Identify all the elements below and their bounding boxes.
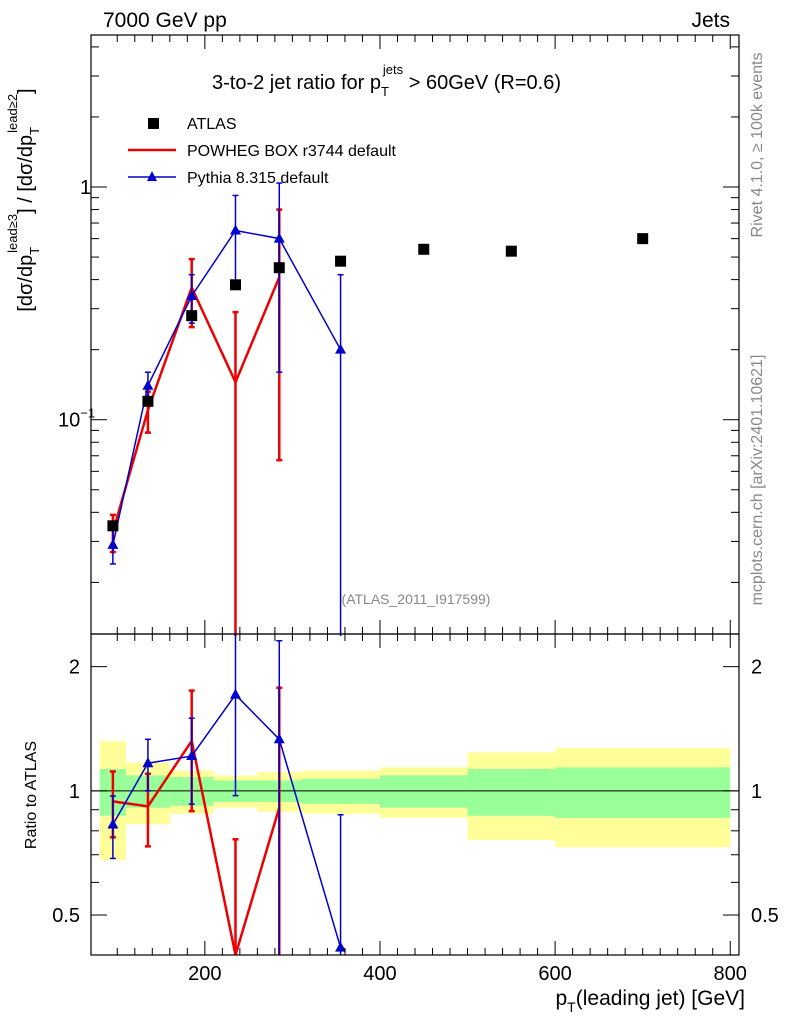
- ratio-y-tick-labels: 0.5 0.5 1 1 2 2: [52, 657, 779, 927]
- rivet-version-label: Rivet 4.1.0, ≥ 100k events: [749, 53, 766, 238]
- atlas-data-point: [229, 279, 241, 291]
- ratio-tick-label-left: 0.5: [52, 905, 80, 927]
- main-y-tick-labels: 1 10−1: [58, 177, 95, 432]
- ylabel-open: [dσ/dp: [15, 255, 37, 312]
- ratio-tick-label-left: 1: [69, 781, 80, 803]
- ratio-series-line: [112, 693, 342, 948]
- series-marker: [107, 538, 119, 549]
- ratio-stat-band: [467, 768, 556, 816]
- mcplots-credit-label: mcplots.cern.ch [arXiv:2401.10621]: [749, 355, 766, 606]
- atlas-data-point: [186, 310, 198, 322]
- legend-atlas-label: ATLAS: [187, 116, 237, 133]
- ratio-stat-band: [379, 775, 468, 808]
- y-tick-label: 1: [80, 177, 91, 199]
- atlas-data-point: [637, 233, 649, 245]
- ylabel-sub1: T: [27, 247, 42, 255]
- y-tick-label: 10−1: [58, 406, 95, 432]
- ratio-marker: [273, 733, 285, 744]
- legend-pythia-label: Pythia 8.315 default: [187, 170, 329, 187]
- xlabel-sub: T: [567, 999, 576, 1015]
- x-tick-label: 800: [714, 963, 747, 985]
- ratio-axis-ticks: [91, 634, 739, 956]
- legend: ATLAS POWHEG BOX r3744 default Pythia 8.…: [128, 116, 397, 187]
- main-plot-frame: [90, 34, 740, 635]
- chart-title-sup: jets: [382, 62, 404, 77]
- legend-atlas-marker: [148, 118, 159, 129]
- atlas-data-point: [335, 255, 347, 267]
- legend-powheg-label: POWHEG BOX r3744 default: [187, 143, 397, 160]
- ylabel-sup2: lead≥2: [5, 94, 20, 133]
- ylabel-mid: ] / [dσ/dp: [15, 135, 37, 214]
- ylabel-sup1: lead≥3: [5, 214, 20, 253]
- series-marker: [273, 232, 285, 243]
- xlabel-main: p: [555, 987, 567, 1010]
- ratio-tick-label-right: 2: [751, 657, 762, 679]
- ylabel-close: ]: [15, 88, 37, 94]
- atlas-data-point: [142, 395, 154, 407]
- ratio-marker: [335, 941, 347, 952]
- main-y-axis-label: [dσ/dpTlead≥3] / [dσ/dpTlead≥2]: [5, 88, 42, 311]
- ratio-plot-panel: 0.5 0.5 1 1 2 2 Ratio to ATLAS: [23, 633, 779, 956]
- atlas-data-point: [418, 243, 430, 255]
- series-marker: [229, 224, 241, 235]
- ratio-marker: [186, 750, 198, 761]
- atlas-data-point: [273, 262, 285, 274]
- series-marker: [186, 290, 198, 301]
- ylabel-sub2: T: [27, 127, 42, 135]
- ratio-y-axis-label: Ratio to ATLAS: [23, 741, 40, 849]
- x-tick-label: 600: [538, 963, 571, 985]
- header-process-label: Jets: [691, 9, 730, 32]
- series-line: [112, 229, 342, 545]
- ratio-tick-label-right: 0.5: [751, 905, 779, 927]
- legend-pythia-marker: [147, 171, 157, 181]
- chart-title-sub: T: [381, 84, 389, 99]
- ratio-series-layer: [107, 634, 347, 956]
- atlas-data-point: [505, 245, 517, 257]
- main-plot-panel: 110−1 3-to-2 jet ratio for pTjets > 60Ge…: [5, 34, 740, 636]
- ratio-marker: [142, 757, 154, 768]
- chart-title-main: 3-to-2 jet ratio for p: [212, 72, 381, 94]
- chart-title-tail: > 60GeV (R=0.6): [403, 72, 561, 94]
- x-tick-label: 400: [363, 963, 396, 985]
- series-marker: [142, 379, 154, 390]
- ratio-marker: [229, 688, 241, 699]
- x-tick-labels: 200 400 600 800: [188, 963, 747, 985]
- x-axis-label: pT(leading jet) [GeV]: [555, 987, 745, 1015]
- chart-title: 3-to-2 jet ratio for pTjets > 60GeV (R=0…: [212, 62, 561, 99]
- ratio-marker: [107, 818, 119, 829]
- xlabel-tail: (leading jet) [GeV]: [576, 987, 745, 1010]
- analysis-watermark: (ATLAS_2011_I917599): [342, 591, 491, 607]
- atlas-data-point: [107, 520, 119, 532]
- header-energy-label: 7000 GeV pp: [103, 9, 227, 32]
- main-axis-ticks: [91, 35, 739, 634]
- atlas-data-layer: [107, 233, 649, 532]
- ratio-tick-label-right: 1: [751, 781, 762, 803]
- ratio-tick-label-left: 2: [69, 657, 80, 679]
- x-tick-label: 200: [188, 963, 221, 985]
- ratio-stat-band: [555, 767, 731, 818]
- series-marker: [335, 343, 347, 354]
